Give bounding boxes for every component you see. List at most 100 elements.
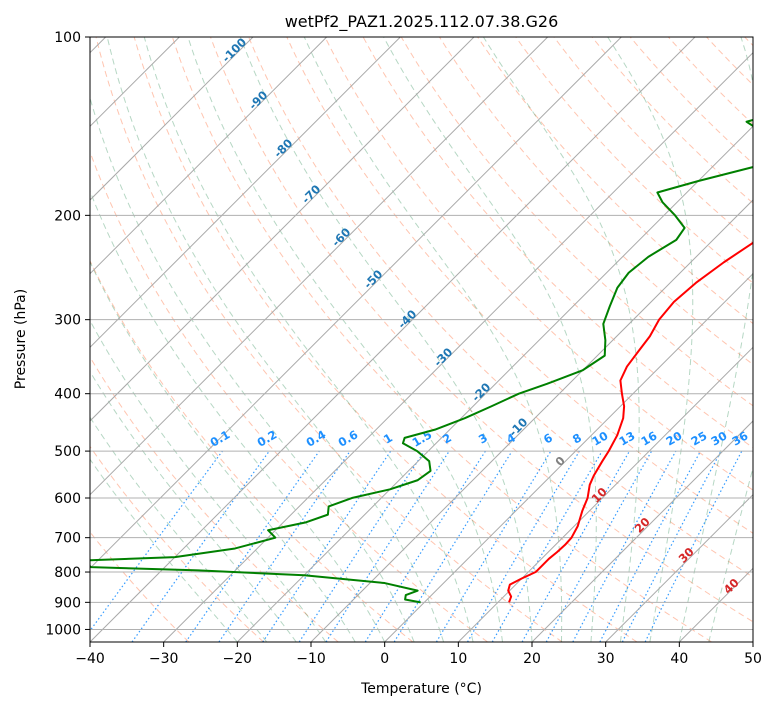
- moist-adiabat: [90, 189, 386, 642]
- x-tick-label: −20: [223, 651, 253, 667]
- moist-adiabat: [143, 37, 474, 642]
- x-tick-label: 20: [523, 651, 541, 667]
- dry-adiabat: [90, 259, 414, 642]
- isotherm: [90, 37, 549, 496]
- mixing-ratio-line: [131, 450, 270, 642]
- moist-adiabat: [482, 37, 640, 642]
- isotherm: [384, 272, 753, 642]
- y-tick-label: 300: [54, 313, 81, 329]
- mixing-ratio-line: [364, 450, 486, 642]
- isotherm: [605, 493, 753, 642]
- dry-adiabat-label: -60: [329, 225, 354, 250]
- dry-adiabat: [90, 356, 339, 642]
- mixing-ratio-label: 30: [709, 428, 730, 448]
- isotherm: [310, 199, 753, 642]
- dry-adiabat-label: -50: [361, 267, 386, 292]
- dry-adiabat-label: -30: [431, 345, 456, 370]
- y-tick-label: 500: [54, 444, 81, 460]
- y-tick-label: 400: [54, 387, 81, 403]
- dry-adiabat: [515, 37, 753, 284]
- isotherm: [457, 346, 753, 642]
- dry-adiabat-label: -90: [246, 88, 271, 113]
- moist-adiabat-label: 10: [589, 485, 610, 506]
- dry-adiabat: [248, 37, 753, 578]
- y-tick-label: 800: [54, 565, 81, 581]
- dry-adiabat: [744, 37, 753, 47]
- x-tick-label: 10: [449, 651, 467, 667]
- dry-adiabat: [90, 150, 488, 642]
- dry-adiabat-label: -20: [469, 380, 494, 405]
- moist-adiabat: [708, 466, 753, 642]
- isotherm: [90, 37, 254, 201]
- dry-adiabat: [90, 445, 264, 642]
- pressure-grid: [90, 37, 753, 630]
- x-axis-label: Temperature (°C): [360, 681, 482, 697]
- dry-adiabat: [324, 37, 753, 491]
- mixing-ratio-line: [393, 450, 513, 642]
- isotherm: [236, 125, 753, 642]
- moist-adiabat-label: 30: [676, 545, 697, 566]
- x-tick-label: 30: [597, 651, 615, 667]
- mixing-ratio-label: 36: [730, 428, 751, 448]
- mixing-ratio-line: [90, 450, 223, 632]
- x-tick-label: −10: [296, 651, 326, 667]
- dewpoint-profile: [90, 118, 753, 604]
- dry-adiabat: [706, 37, 753, 86]
- dry-adiabat: [210, 37, 753, 623]
- y-tick-label: 200: [54, 208, 81, 224]
- dry-adiabat: [133, 37, 638, 642]
- isotherm: [90, 37, 475, 422]
- plot-frame: [89, 36, 754, 643]
- x-tick-label: 40: [670, 651, 688, 667]
- dry-adiabat: [95, 37, 563, 642]
- axis-ticks: −40 −30 −20 −10 0 10 20 30 40 5010020030040050060…: [45, 30, 762, 667]
- line-labels: -100-90-80-70-60-50-40-30-20-100.1 0.2 0.4…: [208, 35, 751, 597]
- isotherm: [90, 37, 328, 275]
- dry-adiabat-label: -70: [299, 182, 324, 207]
- moist-adiabat: [90, 319, 327, 642]
- y-tick-label: 900: [54, 595, 81, 611]
- y-tick-label: 100: [54, 30, 81, 46]
- x-tick-label: 50: [744, 651, 762, 667]
- moist-adiabat: [90, 260, 356, 642]
- y-axis-label: Pressure (hPa): [13, 289, 29, 389]
- profiles: [90, 118, 753, 604]
- mixing-ratio-label: 0.4: [304, 427, 329, 449]
- dry-adiabat: [286, 37, 753, 534]
- mixing-ratio-line: [644, 450, 743, 642]
- y-tick-label: 600: [54, 491, 81, 507]
- moist-adiabat: [90, 458, 238, 642]
- chart-title: wetPf2_PAZ1.2025.112.07.38.G26: [285, 12, 559, 32]
- mixing-ratio-label: 6: [541, 430, 555, 446]
- y-tick-label: 1000: [45, 622, 81, 638]
- dry-adiabat-label: -100: [219, 35, 249, 65]
- mixing-ratio-line: [185, 450, 320, 642]
- mixing-ratio-label: 0.2: [255, 427, 280, 449]
- moist-adiabat: [106, 37, 445, 642]
- mixing-ratio-label: 13: [617, 428, 638, 448]
- moist-adiabat: [678, 37, 753, 642]
- mixing-ratio-line: [572, 450, 677, 642]
- moist-adiabat: [239, 37, 533, 642]
- dry-adiabat: [171, 37, 712, 642]
- mixing-ratio-label: 16: [639, 428, 660, 448]
- mixing-ratio-label: 1: [381, 430, 395, 446]
- mixing-ratio-label: 10: [590, 428, 611, 448]
- mixing-ratio-line: [298, 450, 425, 642]
- mixing-ratio-label: 0.6: [336, 427, 361, 449]
- dry-adiabat-label: -80: [271, 136, 296, 161]
- mixing-ratio-label: 25: [689, 428, 710, 448]
- dry-adiabat: [553, 37, 753, 244]
- moist-adiabat: [303, 37, 563, 642]
- background-lines: [90, 37, 753, 642]
- x-tick-label: 0: [380, 651, 389, 667]
- moist-adiabat-label: 0: [552, 453, 568, 469]
- moist-adiabat: [383, 37, 597, 642]
- isotherm: [90, 37, 401, 349]
- isotherm: [90, 37, 696, 642]
- mixing-ratio-label: 2: [440, 430, 454, 446]
- moist-adiabat: [607, 37, 694, 642]
- moist-adiabat: [187, 37, 504, 642]
- mixing-ratio-line: [325, 450, 450, 642]
- mixing-ratio-label: 20: [664, 428, 685, 448]
